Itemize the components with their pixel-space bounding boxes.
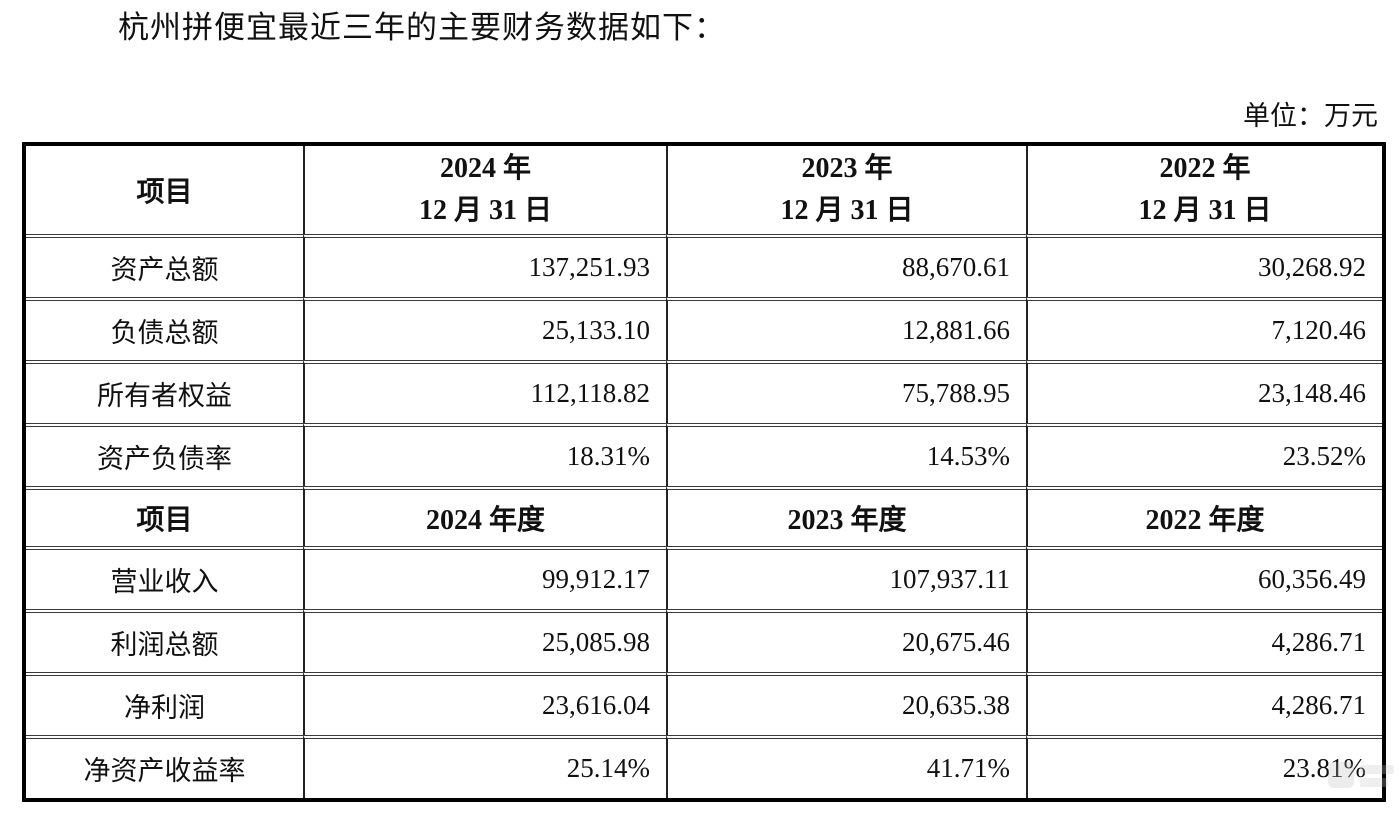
income-section: 项目 2024 年度 2023 年度 2022 年度 营业收入 99,912.1… xyxy=(26,486,1382,798)
financial-table: 项目 2024 年 12 月 31 日 2023 年 12 月 31 日 202… xyxy=(22,142,1386,802)
cell-value: 23.81% xyxy=(1026,735,1382,798)
document-intro-text: 杭州拼便宜最近三年的主要财务数据如下： xyxy=(118,10,726,45)
row-label: 净利润 xyxy=(26,672,303,735)
balance-section: 项目 2024 年 12 月 31 日 2023 年 12 月 31 日 202… xyxy=(26,146,1382,486)
table-row-net-profit: 净利润 23,616.04 20,635.38 4,286.71 xyxy=(26,672,1382,735)
cell-value: 18.31% xyxy=(303,423,666,486)
column-header-2022-date: 2022 年 12 月 31 日 xyxy=(1026,146,1382,234)
cell-value: 25,085.98 xyxy=(303,609,666,672)
column-header-2023-fy: 2023 年度 xyxy=(666,486,1026,546)
column-header-2023-date: 2023 年 12 月 31 日 xyxy=(666,146,1026,234)
row-label: 所有者权益 xyxy=(26,360,303,423)
cell-value: 4,286.71 xyxy=(1026,609,1382,672)
table-row-owners-equity: 所有者权益 112,118.82 75,788.95 23,148.46 xyxy=(26,360,1382,423)
column-header-item: 项目 xyxy=(136,177,193,208)
header-date-line: 12 月 31 日 xyxy=(1138,195,1272,226)
cell-value: 20,635.38 xyxy=(666,672,1026,735)
column-header-2022-fy: 2022 年度 xyxy=(1026,486,1382,546)
cell-value: 4,286.71 xyxy=(1026,672,1382,735)
cell-value: 112,118.82 xyxy=(303,360,666,423)
income-header-row: 项目 2024 年度 2023 年度 2022 年度 xyxy=(26,486,1382,546)
table-row-operating-revenue: 营业收入 99,912.17 107,937.11 60,356.49 xyxy=(26,546,1382,609)
column-header-2024-date: 2024 年 12 月 31 日 xyxy=(303,146,666,234)
header-date-line: 12 月 31 日 xyxy=(418,195,552,226)
row-label: 营业收入 xyxy=(26,546,303,609)
cell-value: 23.52% xyxy=(1026,423,1382,486)
table-row-total-profit: 利润总额 25,085.98 20,675.46 4,286.71 xyxy=(26,609,1382,672)
cell-value: 23,616.04 xyxy=(303,672,666,735)
cell-value: 88,670.61 xyxy=(666,234,1026,297)
cell-value: 12,881.66 xyxy=(666,297,1026,360)
cell-value: 25.14% xyxy=(303,735,666,798)
row-label: 资产负债率 xyxy=(26,423,303,486)
table-row-roe: 净资产收益率 25.14% 41.71% 23.81% xyxy=(26,735,1382,798)
cell-value: 14.53% xyxy=(666,423,1026,486)
cell-value: 75,788.95 xyxy=(666,360,1026,423)
cell-value: 41.71% xyxy=(666,735,1026,798)
cell-value: 107,937.11 xyxy=(666,546,1026,609)
cell-value: 7,120.46 xyxy=(1026,297,1382,360)
column-header-item: 项目 xyxy=(26,486,303,546)
unit-label: 单位：万元 xyxy=(1243,101,1378,131)
row-label: 资产总额 xyxy=(26,234,303,297)
balance-header-row: 项目 2024 年 12 月 31 日 2023 年 12 月 31 日 202… xyxy=(26,146,1382,234)
header-date-line: 12 月 31 日 xyxy=(780,195,914,226)
cell-value: 25,133.10 xyxy=(303,297,666,360)
header-year-line: 2023 年 xyxy=(801,153,893,184)
row-label: 净资产收益率 xyxy=(26,735,303,798)
cell-value: 137,251.93 xyxy=(303,234,666,297)
column-header-2024-fy: 2024 年度 xyxy=(303,486,666,546)
cell-value: 30,268.92 xyxy=(1026,234,1382,297)
header-year-line: 2022 年 xyxy=(1159,153,1251,184)
header-year-line: 2024 年 xyxy=(439,153,531,184)
row-label: 负债总额 xyxy=(26,297,303,360)
table-row-debt-ratio: 资产负债率 18.31% 14.53% 23.52% xyxy=(26,423,1382,486)
cell-value: 20,675.46 xyxy=(666,609,1026,672)
row-label: 利润总额 xyxy=(26,609,303,672)
table-row-total-liabilities: 负债总额 25,133.10 12,881.66 7,120.46 xyxy=(26,297,1382,360)
cell-value: 23,148.46 xyxy=(1026,360,1382,423)
cell-value: 99,912.17 xyxy=(303,546,666,609)
cell-value: 60,356.49 xyxy=(1026,546,1382,609)
table-row-total-assets: 资产总额 137,251.93 88,670.61 30,268.92 xyxy=(26,234,1382,297)
